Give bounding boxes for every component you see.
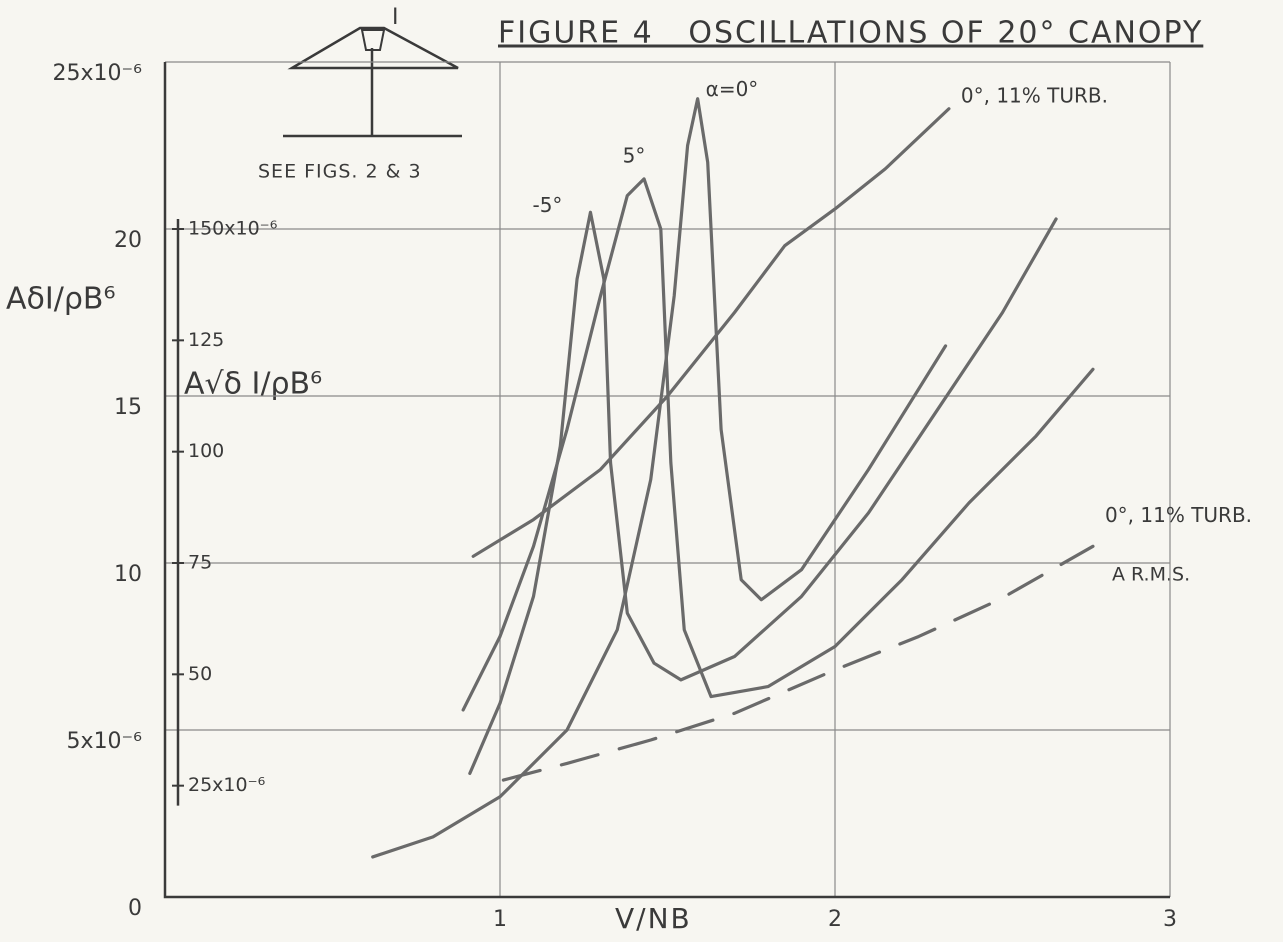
- y-tick-label: 0: [128, 896, 142, 921]
- series-line: [373, 99, 946, 857]
- y-tick-label: 25x10⁻⁶: [53, 61, 143, 86]
- axis-line: [165, 62, 1170, 897]
- icon-label: I: [392, 5, 399, 30]
- annotation: A R.M.S.: [1112, 564, 1190, 586]
- y-tick-label: 20: [114, 228, 142, 253]
- y2-tick-label: 25x10⁻⁶: [188, 774, 265, 796]
- y2-tick-label: 150x10⁻⁶: [188, 218, 277, 240]
- chart: FIGURE 4 OSCILLATIONS OF 20° CANOPY I SE…: [0, 0, 1283, 942]
- y-tick-label: 15: [114, 395, 142, 420]
- canopy-icon: [283, 28, 462, 136]
- series-label: 5°: [623, 143, 646, 167]
- annotation: SEE FIGS. 2 & 3: [258, 161, 422, 183]
- x-tick-label: 3: [1163, 907, 1177, 932]
- y-tick-label: 5x10⁻⁶: [67, 729, 143, 754]
- y-axis-label: AδI/ρB⁶: [6, 282, 115, 317]
- y2-tick-label: 125: [188, 329, 224, 351]
- x-axis-label: V/NB: [615, 902, 692, 935]
- x-tick-label: 2: [828, 907, 842, 932]
- y2-tick-label: 100: [188, 440, 224, 462]
- series-label: α=0°: [706, 77, 759, 101]
- series-line: [503, 546, 1093, 780]
- series-line: [470, 212, 1056, 773]
- series-line: [463, 179, 1093, 710]
- y2-tick-label: 75: [188, 552, 212, 574]
- series-label: -5°: [532, 193, 562, 217]
- y2-tick-label: 50: [188, 663, 212, 685]
- chart-title: FIGURE 4 OSCILLATIONS OF 20° CANOPY: [498, 16, 1203, 51]
- series-label: 0°, 11% TURB.: [1105, 503, 1252, 527]
- y-tick-label: 10: [114, 562, 142, 587]
- series-label: 0°, 11% TURB.: [961, 83, 1108, 107]
- series-line: [473, 109, 949, 557]
- x-tick-label: 1: [493, 907, 507, 932]
